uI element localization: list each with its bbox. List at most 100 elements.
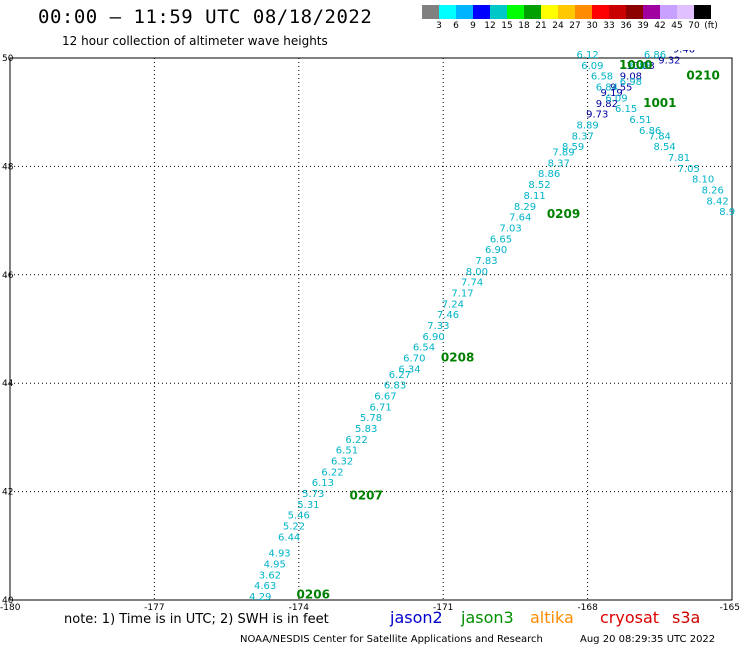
wave-height-point: 9.73: [586, 110, 608, 121]
time-label: 0208: [441, 351, 474, 365]
wave-height-point: 8.52: [528, 180, 550, 191]
footer-note: note: 1) Time is in UTC; 2) SWH is in fe…: [64, 612, 329, 627]
color-legend-label: 42: [654, 21, 666, 31]
x-tick-label: -177: [144, 603, 164, 613]
wave-height-point: 8.37: [548, 158, 570, 169]
color-swatch: [541, 5, 558, 19]
color-swatch: [439, 5, 456, 19]
color-swatch: [490, 5, 507, 19]
wave-height-point: 6.13: [312, 478, 334, 489]
wave-height-point: 7.05: [678, 164, 700, 175]
wave-height-point: 7.84: [649, 131, 671, 142]
wave-height-point: 5.83: [355, 424, 377, 435]
wave-height-point: 7.17: [451, 288, 473, 299]
wave-height-point: 7.64: [509, 213, 531, 224]
satellite-legend-item: s3a: [672, 608, 701, 627]
wave-height-point: 7.03: [499, 223, 521, 234]
time-label: 0209: [547, 207, 580, 221]
color-legend-label: 6: [453, 21, 459, 31]
color-swatch: [575, 5, 592, 19]
y-tick-label: 50: [2, 54, 14, 64]
wave-height-point: 7.81: [668, 153, 690, 164]
wave-height-point: 6.67: [374, 391, 396, 402]
satellite-legend-item: jason2: [390, 608, 443, 627]
wave-height-point: 7.89: [552, 148, 574, 159]
x-tick-label: -165: [720, 603, 740, 613]
wave-height-point: 6.22: [345, 435, 367, 446]
wave-height-point: 6.34: [398, 364, 420, 375]
color-legend-label: 30: [586, 21, 598, 31]
wave-height-point: 6.09: [605, 93, 627, 104]
wave-height-point: 6.90: [485, 245, 507, 256]
wave-height-point: 8.54: [653, 142, 675, 153]
color-legend-label: 39: [637, 21, 649, 31]
wave-height-point: 6.09: [581, 61, 603, 72]
color-swatch: [524, 5, 541, 19]
chart-subtitle: 12 hour collection of altimeter wave hei…: [62, 34, 328, 48]
wave-height-point: 6.83: [384, 381, 406, 392]
wave-height-point: 6.71: [369, 402, 391, 413]
wave-height-point: 9.82: [596, 99, 618, 110]
wave-height-point: 4.29: [249, 592, 271, 603]
color-swatch: [507, 5, 524, 19]
color-legend-label: 9: [470, 21, 476, 31]
wave-height-point: 6.90: [422, 332, 444, 343]
color-swatch: [473, 5, 490, 19]
chart-title: 00:00 – 11:59 UTC 08/18/2022: [38, 6, 373, 28]
wave-height-point: 5.31: [297, 500, 319, 511]
time-label: 0210: [686, 69, 719, 83]
color-swatch: [643, 5, 660, 19]
wave-height-point: 6.44: [278, 532, 300, 543]
wave-height-point: 6.88: [629, 61, 651, 72]
y-tick-label: 44: [2, 379, 14, 389]
wave-height-point: 6.51: [336, 446, 358, 457]
y-tick-label: 46: [2, 271, 14, 281]
wave-height-point: 8.59: [562, 142, 584, 153]
color-legend-label: 21: [535, 21, 547, 31]
wave-height-point: 8.26: [702, 186, 724, 197]
color-swatch: [677, 5, 694, 19]
wave-height-point: 6.84: [596, 83, 618, 94]
satellite-legend-item: altika: [530, 608, 574, 627]
color-legend-label: 3: [436, 21, 442, 31]
color-legend-label: 12: [484, 21, 496, 31]
time-label: 0206: [297, 587, 330, 601]
color-swatch: [609, 5, 626, 19]
wave-height-point: 5.78: [360, 413, 382, 424]
wave-height-point: 9.46: [673, 45, 695, 56]
color-legend-label: 27: [569, 21, 581, 31]
wave-height-point: 6.15: [615, 104, 637, 115]
wave-height-point: 6.32: [331, 457, 353, 468]
wave-height-point: 4.95: [264, 559, 286, 570]
color-swatch: [558, 5, 575, 19]
color-legend-label: 24: [552, 21, 564, 31]
footer-timestamp: Aug 20 08:29:35 UTC 2022: [580, 634, 716, 645]
wave-height-point: 8.37: [572, 131, 594, 142]
satellite-legend-item: jason3: [461, 608, 514, 627]
wave-height-point: 5.73: [302, 489, 324, 500]
color-legend-label: 70: [688, 21, 700, 31]
wave-height-point: 6.86: [644, 50, 666, 61]
color-swatch: [660, 5, 677, 19]
color-legend-label: 45: [671, 21, 683, 31]
color-swatch: [422, 5, 439, 19]
wave-height-point: 3.62: [259, 570, 281, 581]
data-points: 4.294.633.624.954.93 6.445.225.465.315.73…: [249, 45, 735, 603]
wave-height-point: 6.86: [639, 126, 661, 137]
wave-height-point: 8.9: [719, 207, 735, 218]
wave-height-point: 5.46: [288, 511, 310, 522]
wave-height-point: 6.22: [321, 467, 343, 478]
time-label: 1000: [619, 58, 652, 72]
wave-height-point: 6.65: [490, 234, 512, 245]
wave-height-point: 8.00: [466, 267, 488, 278]
satellite-legend-item: cryosat: [600, 608, 660, 627]
footer-credit: NOAA/NESDIS Center for Satellite Applica…: [240, 634, 543, 645]
time-label: 1001: [643, 96, 676, 110]
wave-height-point: 6.27: [389, 370, 411, 381]
wave-height-point: 8.86: [538, 169, 560, 180]
wave-height-point: 8.89: [576, 120, 598, 131]
color-swatch: [694, 5, 711, 19]
wave-height-point: 5.22: [283, 522, 305, 533]
wave-height-point: 7.33: [427, 321, 449, 332]
